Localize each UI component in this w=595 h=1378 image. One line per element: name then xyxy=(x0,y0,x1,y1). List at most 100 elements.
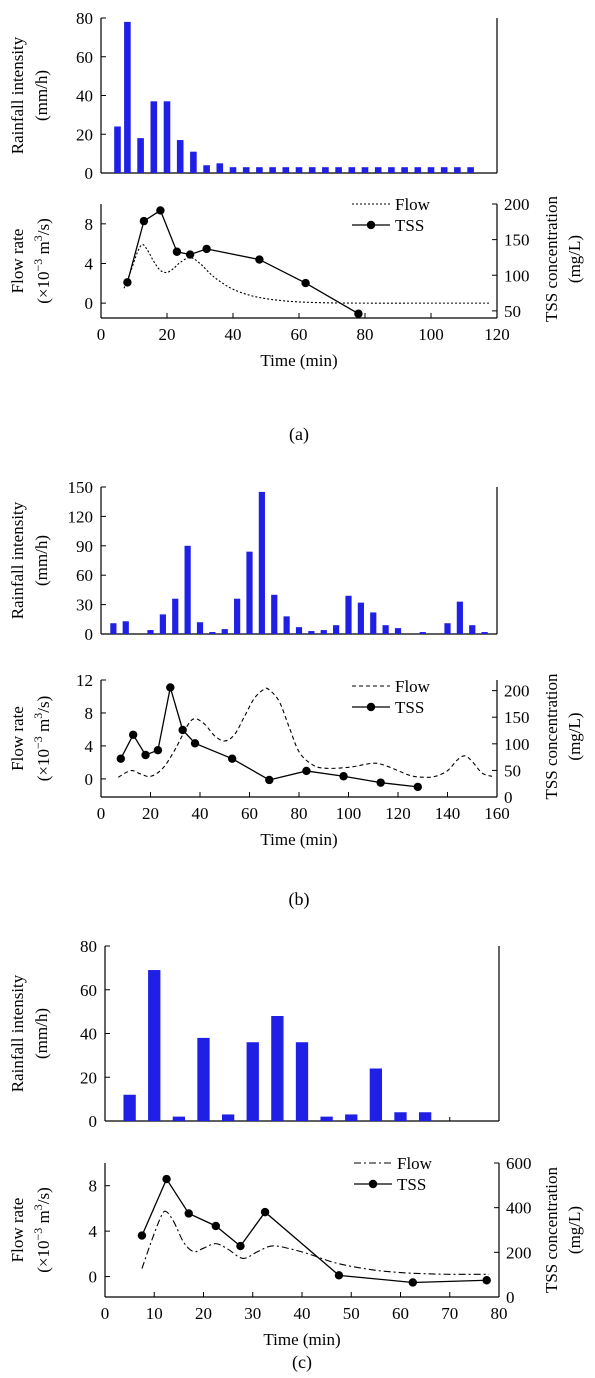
unit-sup: 3 xyxy=(31,1204,45,1210)
x-tick-label: 0 xyxy=(101,1304,110,1323)
tss-y-label-unit: (mg/L) xyxy=(565,235,584,283)
tss-line xyxy=(141,1177,487,1284)
flow-y-label-unit: (×10−3 m3/s) xyxy=(31,1187,53,1273)
rain-bar xyxy=(122,621,129,634)
x-axis-label: Time (min) xyxy=(263,1330,340,1349)
x-tick-label: 30 xyxy=(244,1304,261,1323)
unit-sup: −3 xyxy=(31,736,45,749)
legend-tss-label: TSS xyxy=(395,216,424,235)
tss-point xyxy=(185,250,195,259)
flow-line xyxy=(141,1210,490,1275)
x-tick-label: 60 xyxy=(392,1304,409,1323)
flow-y-tick-label: 0 xyxy=(85,770,94,789)
rain-bar xyxy=(308,167,316,173)
tss-point xyxy=(376,778,385,787)
rain-bar xyxy=(137,138,144,174)
rain-bar xyxy=(271,594,278,634)
tss-y-label-unit: (mg/L) xyxy=(565,712,584,760)
tss-point xyxy=(334,1271,344,1280)
tss-point xyxy=(128,730,138,739)
tss-point xyxy=(413,782,422,792)
x-tick-label: 40 xyxy=(294,1304,311,1323)
flow-y-label: Flow rate xyxy=(8,706,27,771)
tss-point xyxy=(211,1221,221,1231)
panel-caption: (b) xyxy=(289,889,310,910)
tss-point xyxy=(166,683,175,692)
rain-y-tick-label: 20 xyxy=(80,1068,97,1087)
x-tick-label: 40 xyxy=(192,804,209,823)
rain-bar xyxy=(335,167,342,173)
tss-point xyxy=(153,746,163,755)
rain-bar xyxy=(345,595,352,634)
unit-part: (×10 xyxy=(34,1241,53,1273)
rain-y-tick-label: 40 xyxy=(80,1025,97,1044)
rain-y-tick-label: 40 xyxy=(76,87,93,106)
rain-bar xyxy=(271,1016,284,1121)
tss-point xyxy=(236,1241,245,1251)
rain-y-tick-label: 0 xyxy=(85,164,94,183)
flow-line xyxy=(118,687,493,778)
rain-y-tick-label: 60 xyxy=(76,48,93,67)
rain-bar xyxy=(269,167,276,173)
flow-y-label-unit: (×10−3 m3/s) xyxy=(31,218,53,304)
tss-point xyxy=(202,244,211,254)
unit-part: /s) xyxy=(34,696,53,713)
tss-y-tick-label: 150 xyxy=(504,708,530,727)
tss-point xyxy=(162,1174,171,1184)
rain-bar xyxy=(348,167,356,173)
unit-sup: −3 xyxy=(31,259,45,272)
rain-bar xyxy=(401,167,408,173)
unit-sup: −3 xyxy=(31,1228,45,1241)
flow-y-tick-label: 8 xyxy=(89,1177,98,1196)
rain-bar xyxy=(172,598,179,634)
legend: Flow TSS xyxy=(352,677,431,717)
x-tick-label: 80 xyxy=(291,804,308,823)
flow-tss-plot: 0 20 40 60 80 100 120 140 16004812050100150200Fl… xyxy=(8,671,584,849)
rain-bar xyxy=(467,167,474,173)
legend-flow-label: Flow xyxy=(395,677,431,696)
rain-bar xyxy=(295,167,303,173)
legend-tss-marker xyxy=(366,702,376,712)
rain-y-tick-label: 150 xyxy=(68,478,94,497)
x-axis-label: Time (min) xyxy=(260,351,337,370)
x-tick-label: 120 xyxy=(484,325,510,344)
tss-point xyxy=(178,725,187,735)
rain-bar xyxy=(110,623,117,634)
rain-y-tick-label: 0 xyxy=(89,1112,98,1131)
tss-y-tick-label: 200 xyxy=(504,195,530,214)
rain-bar xyxy=(469,625,476,634)
x-tick-label: 50 xyxy=(343,1304,360,1323)
flow-tss-plot: 0 10 20 30 40 50 60 70 800480200400600FlowTSSTim… xyxy=(8,1154,584,1349)
rain-bar xyxy=(418,1112,432,1121)
x-tick-label: 60 xyxy=(241,804,258,823)
rainfall-plot: 0 20 40 60 80 Rainfall intensity (mm/h) xyxy=(8,937,500,1131)
rain-bar xyxy=(388,167,395,173)
rain-bar xyxy=(320,1116,333,1122)
tss-point xyxy=(172,247,182,256)
legend-flow-label: Flow xyxy=(397,1154,433,1173)
tss-y-tick-label: 200 xyxy=(506,1243,532,1262)
legend-flow-label: Flow xyxy=(395,195,431,214)
unit-part: m xyxy=(34,1210,53,1227)
rain-bar xyxy=(114,126,121,173)
rain-bar xyxy=(196,622,204,634)
tss-y-tick-label: 0 xyxy=(504,788,513,807)
unit-part: m xyxy=(34,241,53,258)
rain-bar xyxy=(345,1114,358,1121)
rain-bar xyxy=(283,616,290,634)
rain-bar xyxy=(184,545,191,634)
flow-y-tick-label: 0 xyxy=(89,1268,98,1287)
x-tick-label: 80 xyxy=(491,1304,508,1323)
rain-bar xyxy=(361,167,369,173)
tss-point xyxy=(260,1207,270,1217)
rain-bar xyxy=(322,167,329,173)
tss-y-tick-label: 600 xyxy=(506,1154,532,1173)
tss-point xyxy=(255,255,264,264)
rain-bar xyxy=(246,1042,259,1121)
rain-bar xyxy=(333,625,340,634)
tss-point xyxy=(227,754,237,763)
tss-point xyxy=(184,1209,193,1218)
rain-bar xyxy=(320,630,327,634)
rain-bar xyxy=(414,167,422,173)
